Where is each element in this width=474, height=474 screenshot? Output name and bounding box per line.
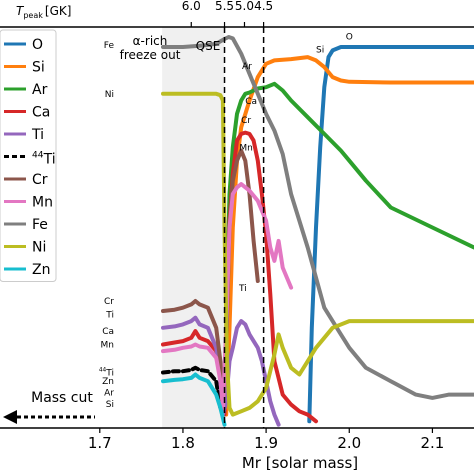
- top-tick-label: 5.5: [215, 0, 234, 13]
- x-tick-label: 2.0: [337, 434, 361, 452]
- series-line-o: [307, 45, 474, 424]
- series-line-fe: [161, 35, 474, 400]
- left-element-label: Si: [106, 400, 114, 410]
- legend-label-si: Si: [32, 60, 45, 76]
- qse-region-label: QSE: [196, 39, 221, 53]
- legend-label-ar: Ar: [32, 82, 48, 98]
- inline-element-label: Si: [316, 45, 324, 55]
- legend-label-zn: Zn: [32, 262, 50, 278]
- left-element-label: Ni: [105, 90, 114, 100]
- legend-label-cr: Cr: [32, 172, 48, 188]
- series-line-ca: [161, 130, 318, 424]
- left-element-label: Fe: [104, 41, 115, 51]
- x-axis: Mr [solar mass] 1.7 1.8 1.9 2.0 2.1: [88, 428, 444, 472]
- legend-box: [0, 29, 57, 282]
- left-element-label: Ca: [102, 327, 114, 337]
- top-tick-label: 5.0: [235, 0, 254, 13]
- annotations-layer: α-rich freeze out QSE Mass cut Fe Ni Cr Ti C…: [3, 33, 353, 424]
- left-element-label: Ti: [105, 310, 114, 320]
- left-element-label: 44Ti: [99, 368, 114, 379]
- inline-element-label: Ti: [238, 284, 247, 294]
- legend-label-44ti: 44Ti: [32, 150, 56, 167]
- alpha-rich-label-line2: freeze out: [120, 48, 181, 62]
- top-axis-title: Tpeak [GK]: [16, 4, 71, 20]
- series-line-44ti: [161, 365, 223, 410]
- series-line-ar: [222, 81, 474, 410]
- inline-element-label: Ar: [242, 62, 252, 72]
- legend-label-mn: Mn: [32, 195, 53, 211]
- inline-element-label: Cr: [241, 116, 251, 126]
- inline-element-label: Ca: [245, 97, 257, 107]
- series-layer: [161, 35, 474, 427]
- series-line-ti: [161, 315, 281, 427]
- mass-cut-label: Mass cut: [31, 390, 93, 406]
- top-axis-title-unit: [GK]: [45, 4, 72, 18]
- mass-cut-arrow-head: [3, 410, 17, 424]
- x-tick-label: 1.9: [254, 434, 278, 452]
- alpha-rich-label-line1: α-rich: [133, 34, 168, 48]
- axes-frame: [0, 26, 474, 429]
- x-tick-label: 1.7: [88, 434, 112, 452]
- x-tick-label: 1.8: [171, 434, 195, 452]
- x-axis-label: Mr [solar mass]: [242, 454, 358, 472]
- series-line-ni: [161, 91, 474, 417]
- x-tick-label: 2.1: [420, 434, 444, 452]
- legend-label-fe: Fe: [32, 217, 48, 233]
- top-axis-title-base: T: [16, 4, 25, 18]
- top-tick-label: 4.5: [254, 0, 273, 13]
- legend: O Si Ar Ca Ti 44Ti Cr Mn Fe Ni Zn: [0, 29, 57, 282]
- inline-element-label: O: [346, 33, 353, 43]
- legend-label-ti: Ti: [31, 127, 44, 143]
- left-element-label: Cr: [104, 297, 114, 307]
- legend-label-ni: Ni: [32, 240, 46, 256]
- series-line-zn: [161, 372, 227, 427]
- inline-element-label: Mn: [239, 144, 252, 154]
- legend-label-o: O: [32, 37, 43, 53]
- left-element-label: Zn: [102, 377, 114, 387]
- top-tick-label: 6.0: [182, 0, 201, 13]
- left-element-label: Mn: [101, 340, 114, 350]
- legend-label-ca: Ca: [32, 105, 50, 121]
- top-axis: Tpeak [GK] 6.0 5.5 5.0 4.5: [16, 0, 273, 27]
- left-element-label: Ar: [104, 389, 114, 399]
- series-line-mn: [161, 182, 294, 410]
- top-axis-title-sub: peak: [23, 11, 43, 20]
